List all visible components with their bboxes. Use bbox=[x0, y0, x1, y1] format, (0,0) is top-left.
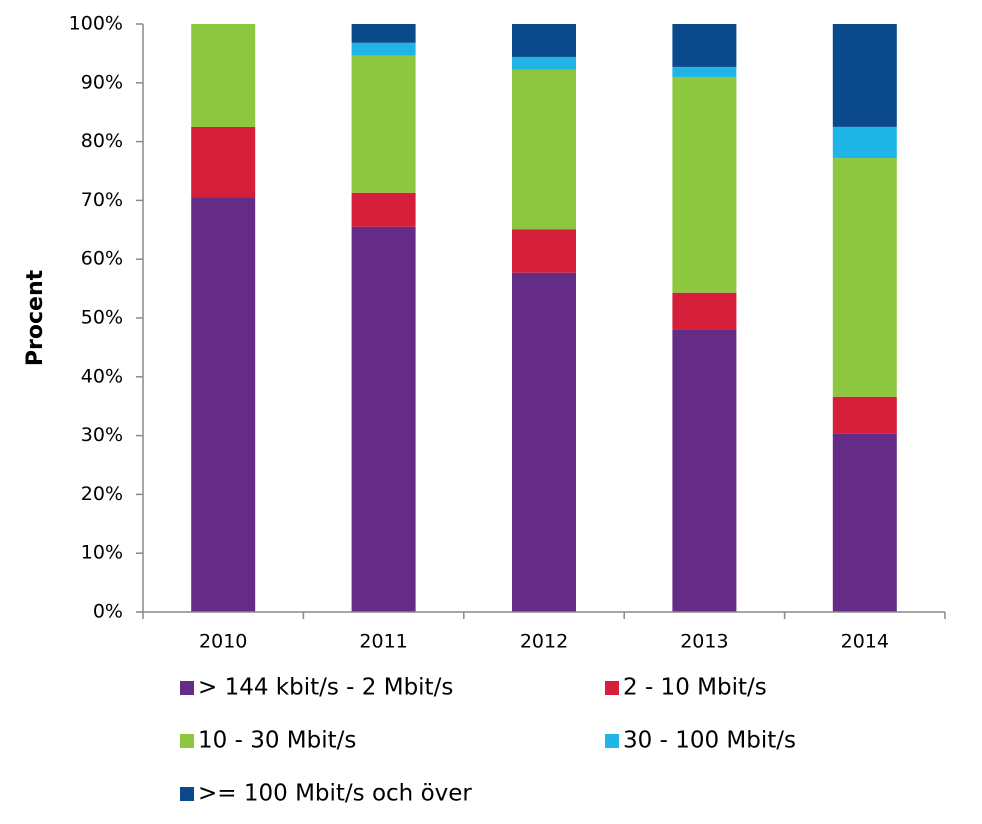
legend-swatch bbox=[605, 734, 619, 748]
x-tick-label: 2013 bbox=[680, 631, 728, 653]
bar-segment bbox=[512, 272, 576, 612]
legend-label: 10 - 30 Mbit/s bbox=[198, 728, 356, 754]
legend-label: > 144 kbit/s - 2 Mbit/s bbox=[198, 675, 453, 701]
bar-segment bbox=[512, 24, 576, 57]
bar-segment bbox=[672, 76, 737, 293]
y-tick-label: 0% bbox=[93, 601, 123, 623]
bar-segment bbox=[512, 69, 576, 230]
x-tick-label: 2012 bbox=[520, 631, 568, 653]
y-tick-label: 20% bbox=[81, 483, 123, 505]
bar-segment bbox=[351, 42, 416, 56]
bar-segment bbox=[832, 24, 897, 127]
bar-segment bbox=[832, 126, 897, 159]
bar-segment bbox=[191, 197, 256, 612]
y-tick-label: 60% bbox=[81, 248, 123, 270]
legend-swatch bbox=[180, 681, 194, 695]
legend-swatch bbox=[605, 681, 619, 695]
bar-segment bbox=[351, 192, 416, 227]
y-tick-label: 30% bbox=[81, 424, 123, 446]
legend-swatch bbox=[180, 734, 194, 748]
y-tick-label: 50% bbox=[81, 307, 123, 329]
bar-segment bbox=[351, 55, 416, 193]
y-tick-label: 80% bbox=[81, 130, 123, 152]
y-tick-label: 90% bbox=[81, 71, 123, 93]
bar-segment bbox=[832, 433, 897, 612]
y-tick-label: 10% bbox=[81, 542, 123, 564]
x-tick-label: 2014 bbox=[841, 631, 889, 653]
bar-segment bbox=[351, 226, 416, 613]
bar-segment bbox=[512, 229, 576, 273]
bar-segment bbox=[191, 126, 256, 198]
x-tick-label: 2011 bbox=[359, 631, 407, 653]
x-tick-label: 2010 bbox=[199, 631, 247, 653]
bar-segment bbox=[672, 66, 737, 77]
bar-segment bbox=[672, 292, 737, 330]
bar-segment bbox=[672, 329, 737, 612]
bar-segment bbox=[351, 24, 416, 43]
legend-label: 30 - 100 Mbit/s bbox=[623, 728, 796, 754]
y-tick-label: 100% bbox=[69, 13, 123, 35]
legend-label: >= 100 Mbit/s och över bbox=[198, 781, 472, 807]
y-axis-title: Procent bbox=[23, 269, 48, 366]
bar-segment bbox=[672, 24, 737, 67]
bar-segment bbox=[832, 158, 897, 397]
y-tick-label: 70% bbox=[81, 189, 123, 211]
bar-segment bbox=[512, 56, 576, 70]
bar-segment bbox=[832, 396, 897, 434]
legend-label: 2 - 10 Mbit/s bbox=[623, 675, 767, 701]
bar-segment bbox=[191, 24, 256, 127]
legend-swatch bbox=[180, 787, 194, 801]
y-tick-label: 40% bbox=[81, 365, 123, 387]
